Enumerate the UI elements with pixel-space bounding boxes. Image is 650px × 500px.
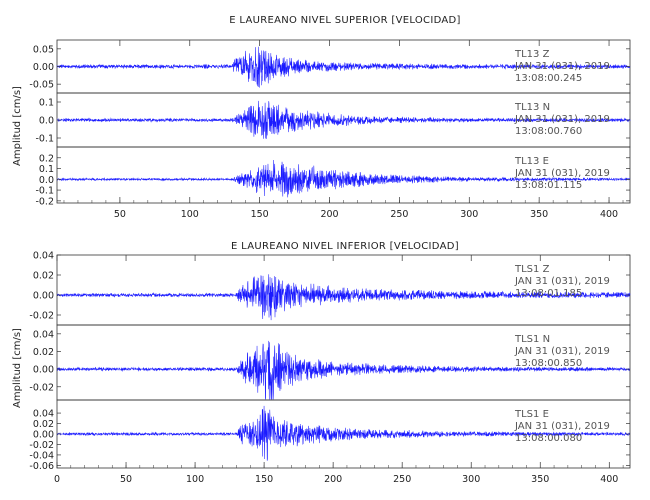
x-tick-label: 50 [120, 474, 132, 485]
time-label: 13:08:00.760 [515, 126, 582, 137]
date-label: JAN 31 (031), 2019 [514, 61, 610, 72]
station-label: TL13 E [514, 156, 549, 167]
x-tick-label: 150 [255, 474, 273, 485]
y-tick-label: 0.00 [33, 430, 54, 441]
waveform-line [56, 340, 631, 400]
station-label: TLS1 N [514, 334, 550, 345]
waveform-line [56, 46, 631, 88]
x-tick-label: 250 [390, 209, 408, 220]
x-tick-label: 100 [181, 209, 199, 220]
time-label: 13:08:00.245 [515, 73, 582, 84]
y-tick-label: 0.00 [33, 62, 54, 73]
x-tick-label: 400 [600, 474, 618, 485]
y-tick-label: 0.04 [33, 251, 54, 262]
bottom-panel-title: E LAUREANO NIVEL INFERIOR [VELOCIDAD] [231, 241, 459, 252]
y-tick-label: -0.2 [35, 196, 54, 207]
x-tick-label: 300 [460, 209, 478, 220]
x-tick-label: 0 [54, 474, 60, 485]
date-label: JAN 31 (031), 2019 [514, 276, 610, 287]
waveform-line [56, 100, 631, 139]
y-tick-label: 0.04 [33, 409, 54, 420]
y-tick-label: 0.1 [39, 164, 54, 175]
y-tick-label: -0.02 [29, 440, 54, 451]
y-tick-label: -0.06 [29, 461, 54, 472]
y-tick-label: -0.02 [29, 311, 54, 322]
y-tick-label: -0.04 [29, 450, 54, 461]
y-tick-label: 0.00 [33, 291, 54, 302]
date-label: JAN 31 (031), 2019 [514, 168, 610, 179]
date-label: JAN 31 (031), 2019 [514, 114, 610, 125]
y-tick-label: 0.02 [33, 347, 54, 358]
station-label: TL13 N [514, 102, 550, 113]
y-tick-label: 0.0 [39, 116, 54, 127]
station-label: TLS1 E [514, 409, 549, 420]
x-tick-label: 400 [600, 209, 618, 220]
waveform-line [56, 159, 631, 198]
x-tick-label: 200 [320, 209, 338, 220]
y-tick-label: 0.04 [33, 329, 54, 340]
time-label: 13:08:01.185 [515, 288, 582, 299]
waveform-line [56, 405, 631, 461]
y-tick-label: -0.02 [29, 382, 54, 393]
y-tick-label: 0.05 [33, 44, 54, 55]
x-tick-label: 250 [393, 474, 411, 485]
waveform-line [56, 274, 631, 321]
top-panel-title: E LAUREANO NIVEL SUPERIOR [VELOCIDAD] [229, 15, 461, 26]
x-tick-label: 350 [531, 474, 549, 485]
y-tick-label: 0.0 [39, 175, 54, 186]
x-tick-label: 350 [530, 209, 548, 220]
x-tick-label: 50 [114, 209, 126, 220]
time-label: 13:08:00.080 [515, 433, 582, 444]
time-label: 13:08:00.850 [515, 358, 582, 369]
date-label: JAN 31 (031), 2019 [514, 421, 610, 432]
x-tick-label: 100 [186, 474, 204, 485]
y-tick-label: 0.02 [33, 419, 54, 430]
y-tick-label: 0.2 [39, 153, 54, 164]
station-label: TL13 Z [514, 49, 550, 60]
bottom-panel-ylabel: Amplitud [cm/s] [12, 328, 23, 408]
x-tick-label: 200 [324, 474, 342, 485]
y-tick-label: 0.00 [33, 365, 54, 376]
time-label: 13:08:01.115 [515, 180, 582, 191]
y-tick-label: -0.1 [35, 134, 54, 145]
x-tick-label: 300 [462, 474, 480, 485]
y-tick-label: 0.02 [33, 271, 54, 282]
y-tick-label: 0.1 [39, 98, 54, 109]
date-label: JAN 31 (031), 2019 [514, 346, 610, 357]
station-label: TLS1 Z [514, 264, 550, 275]
x-tick-label: 150 [251, 209, 269, 220]
y-tick-label: -0.05 [29, 80, 54, 91]
top-panel-ylabel: Amplitud [cm/s] [12, 86, 23, 166]
y-tick-label: -0.1 [35, 186, 54, 197]
